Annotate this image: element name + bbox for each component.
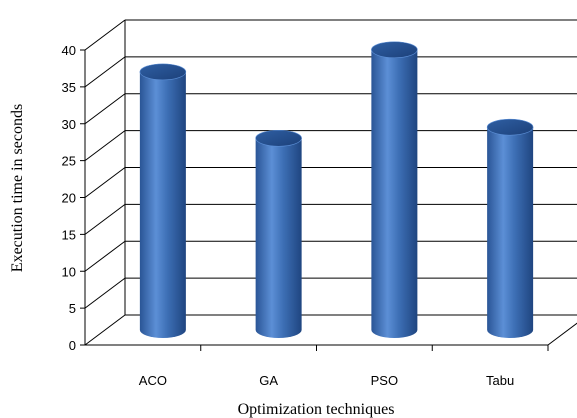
- y-tick-label-8: 40: [62, 43, 76, 58]
- y-tick-label-7: 35: [62, 80, 76, 95]
- bar-body-1: [255, 138, 302, 338]
- x-tick-label-2: PSO: [371, 373, 398, 388]
- y-tick-label-5: 25: [62, 154, 76, 169]
- bar-cap-2: [371, 41, 418, 59]
- floor-right-edge: [547, 322, 577, 346]
- grid-side-3: [84, 203, 126, 235]
- y-tick-label-4: 20: [62, 191, 76, 206]
- bar-cap-3: [486, 118, 534, 136]
- bars: [139, 41, 534, 338]
- bar-body-2: [371, 49, 418, 338]
- bar-pso: [371, 41, 418, 338]
- y-axis-ticks: 0 5 10 15 20 25 30 35 40: [62, 43, 85, 353]
- bar-ga: [255, 129, 302, 338]
- grid-side-1: [84, 277, 126, 309]
- grid-side-2: [84, 240, 126, 272]
- x-axis-title: Optimization techniques: [238, 401, 395, 418]
- y-tick-label-6: 30: [62, 117, 76, 132]
- bar-aco: [139, 63, 187, 338]
- y-tick-label-1: 5: [69, 301, 76, 316]
- y-tick-label-2: 10: [62, 264, 76, 279]
- x-axis-ticks: ACO GA PSO Tabu: [139, 345, 549, 388]
- y-tick-label-0: 0: [69, 338, 76, 353]
- bar-tabu: [486, 118, 534, 338]
- bar-body-3: [487, 127, 534, 338]
- y-axis-title: Execution time in seconds: [9, 104, 26, 272]
- grid-side-7: [84, 56, 126, 88]
- x-tick-label-1: GA: [259, 373, 278, 388]
- grid-side-5: [84, 130, 126, 162]
- bar-body-0: [139, 71, 186, 338]
- grid-side-4: [84, 167, 126, 198]
- grid-side-0: [84, 314, 126, 346]
- x-tick-label-3: Tabu: [486, 373, 514, 388]
- grid-side-8: [84, 19, 126, 51]
- bar-cap-0: [139, 63, 187, 81]
- x-tick-label-0: ACO: [139, 373, 167, 388]
- grid-side-6: [84, 93, 126, 125]
- y-tick-label-3: 15: [62, 227, 76, 242]
- bar-cap-1: [255, 129, 302, 147]
